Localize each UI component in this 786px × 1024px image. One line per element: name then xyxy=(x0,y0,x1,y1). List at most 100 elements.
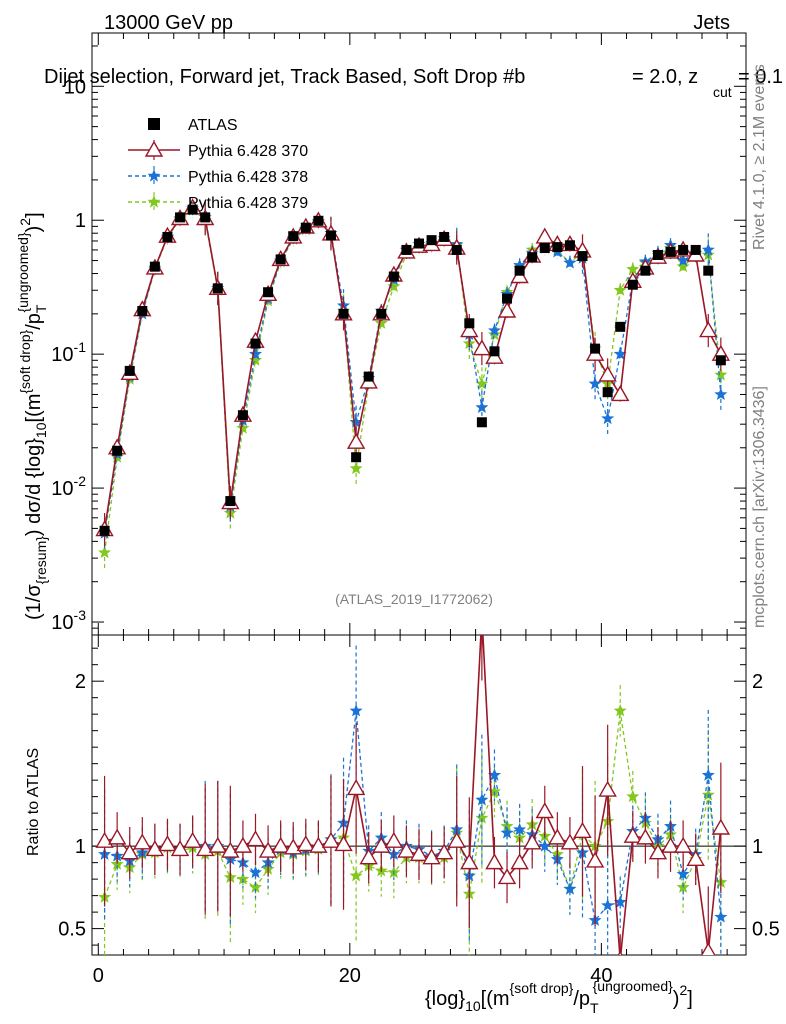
atlas-point xyxy=(313,215,324,226)
atlas-point xyxy=(640,265,651,276)
xlabel-ten: 10 xyxy=(465,998,481,1014)
triangle-point xyxy=(699,321,718,338)
ratio-triangle-point xyxy=(573,821,592,838)
ratio-triangle-point xyxy=(422,848,441,865)
atlas-point xyxy=(162,231,173,242)
atlas-point xyxy=(464,318,475,329)
atlas-point xyxy=(451,244,462,255)
triangle-point xyxy=(497,301,517,318)
star-point xyxy=(714,387,728,400)
ratio-triangle-point xyxy=(208,836,227,853)
ratio-y-tick-label: 0.5 xyxy=(58,919,86,941)
atlas-point xyxy=(652,250,663,261)
xlabel-prefix: {log} xyxy=(425,988,465,1010)
process-label: Jets xyxy=(693,12,730,34)
atlas-point xyxy=(577,251,588,262)
ratio-triangle-point xyxy=(309,836,328,853)
ratio-y-tick-label: 1 xyxy=(75,836,86,858)
ylabel-ungroomed: {ungroomed} xyxy=(15,232,31,313)
atlas-point xyxy=(665,246,676,257)
ratio-triangle-point xyxy=(485,853,504,870)
legend-marker-atlas xyxy=(148,118,160,130)
ylabel-resum: {resum} xyxy=(33,536,49,585)
ratio-line xyxy=(104,635,722,955)
ratio-triangle-point xyxy=(661,836,680,853)
ylabel-ten: 10 xyxy=(33,422,49,438)
legend-label: ATLAS xyxy=(188,117,238,134)
atlas-point xyxy=(476,417,487,428)
atlas-point xyxy=(489,346,500,357)
plot-title: Dijet selection, Forward jet, Track Base… xyxy=(44,66,525,88)
ratio-triangle-point xyxy=(623,826,643,843)
ratio-triangle-point xyxy=(522,833,542,850)
top-y-axis-label: (1/σ{resum}) dσ/d {log}10[(m{soft drop}/… xyxy=(15,212,49,620)
ratio-y-tick-label-right: 2 xyxy=(752,671,763,693)
ratio-triangle-point xyxy=(120,843,139,860)
atlas-point xyxy=(590,343,601,354)
y-tick-label: 1 xyxy=(75,210,86,232)
legend-marker-star xyxy=(147,195,161,208)
xlabel-close: ) xyxy=(673,988,680,1010)
ratio-triangle-point xyxy=(447,831,466,848)
ylabel-bracket: [(m xyxy=(23,394,45,423)
x-tick-label: 20 xyxy=(339,965,361,987)
atlas-point xyxy=(212,283,223,294)
atlas-point xyxy=(237,410,248,421)
ratio-triangle-point xyxy=(636,828,655,845)
ratio-star-point xyxy=(714,910,728,923)
x-tick-label: 0 xyxy=(93,965,104,987)
ratio-star-point xyxy=(349,868,363,882)
ratio-triangle-point xyxy=(617,950,623,955)
ratio-star-point xyxy=(349,704,363,717)
y-tick-label: 10-2 xyxy=(51,473,86,500)
star-point xyxy=(475,400,489,413)
ratio-triangle-point xyxy=(585,851,605,868)
atlas-point xyxy=(401,244,412,255)
star-point xyxy=(236,421,250,434)
ratio-triangle-point xyxy=(158,835,177,852)
x-tick-label: 40 xyxy=(590,965,612,987)
legend-marker-triangle xyxy=(144,140,164,157)
energy-label: 13000 GeV pp xyxy=(104,12,233,34)
x-axis-label: {log}10[(m{soft drop}/pT {ungroomed})2] xyxy=(425,978,693,1016)
xlabel-bracket: [(m xyxy=(481,988,510,1010)
atlas-point xyxy=(200,212,211,223)
ratio-triangle-point xyxy=(460,853,479,870)
series-atlas xyxy=(99,204,726,536)
star-point xyxy=(349,461,363,475)
atlas-point xyxy=(514,265,525,276)
ratio-triangle-point xyxy=(221,841,240,858)
series-1-main xyxy=(95,198,731,547)
series-line xyxy=(103,209,722,553)
ratio-line xyxy=(104,710,722,922)
y-tick-label: 10 xyxy=(64,76,86,98)
atlas-point xyxy=(112,445,123,456)
triangle-point xyxy=(460,321,479,338)
triangle-point xyxy=(346,432,366,449)
y-tick-label: 10-3 xyxy=(51,607,86,634)
atlas-point xyxy=(502,293,513,304)
atlas-point xyxy=(527,252,538,263)
ratio-triangle-point xyxy=(334,835,353,852)
atlas-point xyxy=(225,496,236,507)
ratio-y-tick-label-right: 1 xyxy=(752,836,763,858)
legend-label: Pythia 6.428 378 xyxy=(188,169,308,186)
ratio-panel-frame xyxy=(91,634,747,956)
star-point xyxy=(249,353,262,366)
star-point xyxy=(387,279,401,293)
ratio-triangle-point xyxy=(384,831,404,848)
atlas-point xyxy=(187,204,198,215)
ratio-triangle-point xyxy=(133,833,152,850)
ratio-star-point xyxy=(676,867,690,880)
ylabel-softdrop: {soft drop} xyxy=(17,329,33,393)
atlas-point xyxy=(539,243,550,254)
atlas-point xyxy=(414,238,424,249)
ratio-triangle-point xyxy=(372,836,391,853)
atlas-point xyxy=(363,371,374,382)
analysis-watermark: (ATLAS_2019_I1772062) xyxy=(335,591,493,607)
ratio-triangle-point xyxy=(170,840,190,857)
triangle-point xyxy=(598,365,617,382)
ylabel-slash: /p xyxy=(23,313,45,330)
atlas-point xyxy=(703,265,714,276)
atlas-point xyxy=(690,244,701,255)
